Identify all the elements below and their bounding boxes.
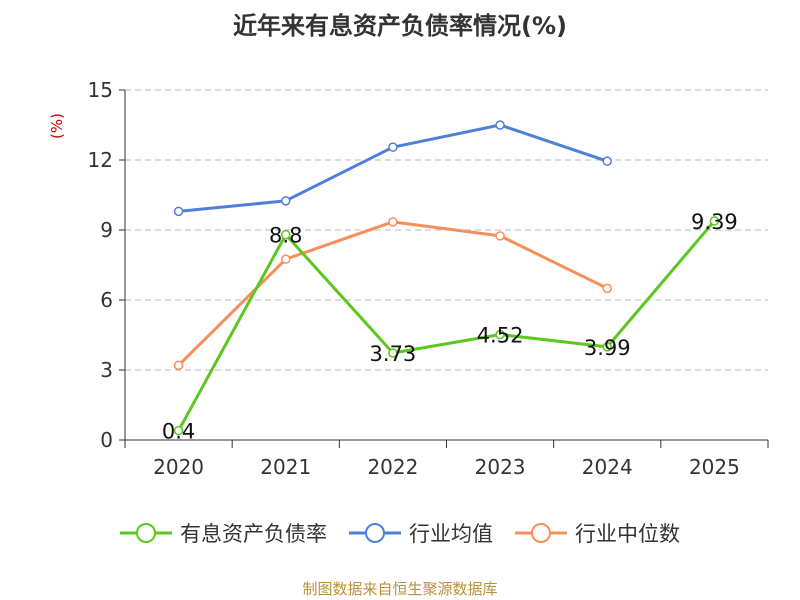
data-point <box>495 329 505 340</box>
legend: 有息资产负债率 行业均值 行业中位数 <box>0 518 800 548</box>
legend-label: 行业均值 <box>409 522 493 546</box>
data-point <box>388 142 398 152</box>
y-tick-label: 9 <box>100 218 113 242</box>
y-tick-label: 15 <box>88 78 113 102</box>
data-point <box>281 254 291 264</box>
legend-item[interactable]: 行业中位数 <box>515 518 680 548</box>
data-point <box>709 216 720 226</box>
data-label: 3.99 <box>584 336 631 360</box>
data-point <box>173 206 184 217</box>
y-tick-label: 6 <box>100 288 113 312</box>
x-tick-label: 2024 <box>582 455 633 479</box>
x-tick-label: 2025 <box>689 455 740 479</box>
data-point <box>388 217 398 227</box>
legend-swatch-icon <box>515 523 567 543</box>
y-tick-label: 0 <box>100 428 113 452</box>
data-label: 4.52 <box>477 324 524 348</box>
data-point <box>495 231 505 241</box>
source-note: 制图数据来自恒生聚源数据库 <box>302 580 498 598</box>
x-tick-label: 2022 <box>367 455 418 479</box>
data-label: 0.4 <box>162 420 195 444</box>
data-point <box>173 425 184 436</box>
data-point <box>173 360 184 371</box>
x-tick-label: 2020 <box>153 455 204 479</box>
data-point <box>602 342 612 352</box>
data-point <box>602 283 612 294</box>
legend-swatch-icon <box>120 523 172 543</box>
data-label: 8.8 <box>269 224 302 248</box>
series-line <box>178 123 608 213</box>
y-axis-label: (%) <box>48 113 66 139</box>
y-tick-label: 3 <box>100 358 113 382</box>
axis-layer: 0 3 6 9 12 15 2020 2021 2022 2023 2024 2025 <box>88 78 769 479</box>
data-point <box>388 348 398 358</box>
series-line <box>177 219 716 432</box>
data-point <box>602 156 612 166</box>
legend-item[interactable]: 有息资产负债率 <box>120 518 327 548</box>
series-layer <box>173 120 720 436</box>
data-label-layer: 0.4 8.8 3.73 4.52 3.99 9.39 <box>162 210 738 444</box>
legend-swatch-icon <box>349 523 401 543</box>
data-point <box>495 120 505 130</box>
x-tick-label: 2023 <box>475 455 526 479</box>
chart-title: 近年来有息资产负债率情况(%) <box>233 12 567 40</box>
y-tick-label: 12 <box>88 148 113 172</box>
legend-label: 行业中位数 <box>575 522 680 546</box>
x-tick-label: 2021 <box>260 455 311 479</box>
data-label: 9.39 <box>691 210 738 234</box>
legend-label: 有息资产负债率 <box>180 522 327 546</box>
legend-item[interactable]: 行业均值 <box>349 518 493 548</box>
data-point <box>281 229 291 240</box>
data-label: 3.73 <box>370 342 417 366</box>
data-point <box>281 196 291 206</box>
